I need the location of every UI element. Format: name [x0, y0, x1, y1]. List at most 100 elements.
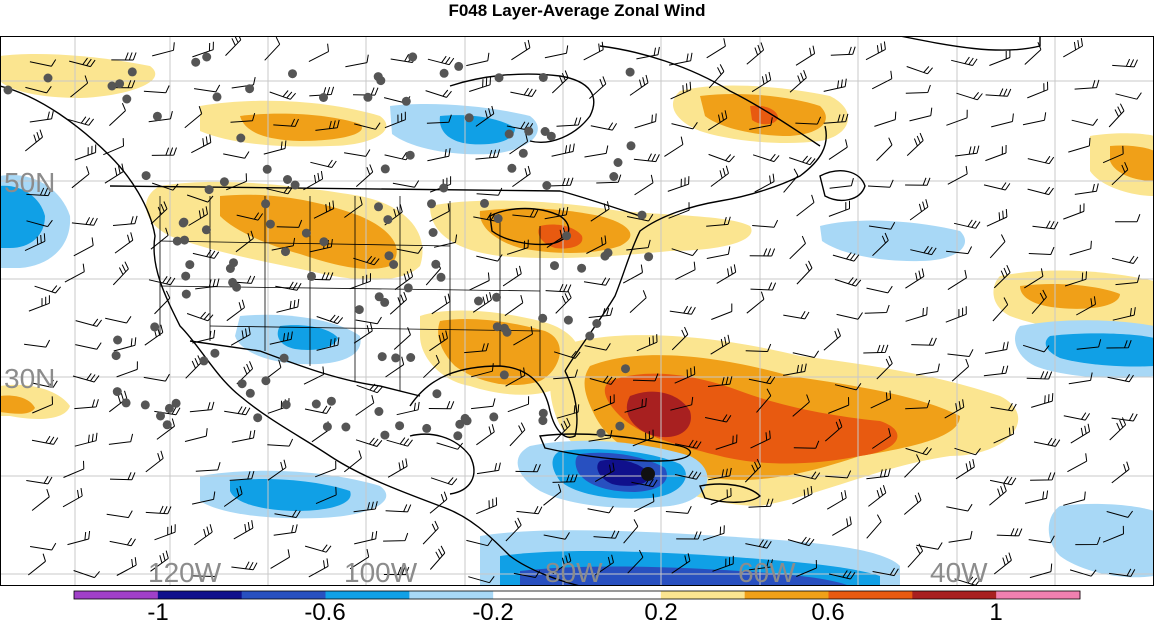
- station-dot: [171, 398, 181, 408]
- wind-barb: [475, 105, 495, 127]
- wind-barb: [991, 113, 1014, 128]
- wind-barb: [671, 248, 698, 257]
- wind-barb: [789, 235, 806, 260]
- wind-barb: [428, 401, 455, 410]
- colorbar-swatch: [996, 591, 1081, 599]
- wind-barb: [544, 206, 569, 220]
- wind-barb: [751, 71, 772, 93]
- station-dot: [279, 353, 289, 363]
- zonal-wind-map: 50N 30N 120W 100W 80W 60W 40W: [0, 36, 1154, 586]
- negative-region-gulf-west-core: [277, 325, 338, 350]
- wind-barb: [555, 290, 572, 314]
- wind-barb: [148, 276, 176, 286]
- hispaniola: [699, 483, 762, 503]
- wind-barb: [1074, 183, 1099, 195]
- colorbar-swatch: [660, 591, 746, 599]
- wind-barb: [708, 64, 725, 89]
- wind-barb: [792, 394, 810, 417]
- wind-barb: [590, 201, 610, 222]
- wind-barb: [948, 530, 973, 543]
- wind-barb: [710, 334, 730, 355]
- wind-barb: [1033, 437, 1061, 447]
- wind-barb: [422, 520, 439, 545]
- station-dot: [164, 403, 174, 413]
- wind-barb: [745, 539, 772, 549]
- station-dot: [499, 370, 509, 380]
- wind-barb: [145, 450, 164, 473]
- wind-barb: [909, 199, 929, 221]
- wind-barb: [510, 87, 537, 97]
- wind-barb: [670, 81, 692, 100]
- wind-barb: [466, 538, 493, 547]
- wind-barb: [708, 153, 735, 163]
- station-dot: [107, 81, 117, 91]
- negative-region-west-coast-core: [0, 185, 45, 248]
- wind-barb: [303, 366, 325, 385]
- station-dot: [191, 57, 201, 67]
- wind-barb: [427, 55, 455, 66]
- wind-barb: [752, 153, 780, 163]
- wind-barb: [1111, 162, 1129, 186]
- wind-barb: [626, 239, 651, 251]
- wind-barb: [1063, 412, 1091, 421]
- wind-barb: [669, 305, 696, 315]
- wind-barb: [829, 177, 854, 189]
- station-dot: [181, 271, 191, 281]
- wind-barb: [108, 390, 128, 413]
- station-dot: [637, 210, 647, 220]
- wind-barb: [748, 498, 774, 508]
- wind-barb: [513, 570, 541, 578]
- wind-barb: [26, 187, 53, 197]
- wind-barb: [910, 245, 937, 256]
- wind-barb: [834, 383, 862, 391]
- station-dot: [245, 388, 255, 398]
- wind-barb: [905, 84, 931, 94]
- wind-barb: [425, 89, 452, 98]
- yucatan: [409, 433, 475, 495]
- wind-barb: [905, 446, 932, 456]
- wind-barb: [423, 354, 440, 379]
- wind-barb: [1068, 372, 1093, 385]
- wind-barb: [551, 70, 569, 94]
- wind-barb: [996, 528, 1023, 537]
- station-dot: [181, 289, 191, 299]
- station-dot: [493, 214, 503, 224]
- wind-barb: [316, 314, 344, 325]
- wind-barb: [1068, 137, 1091, 153]
- colorbar-swatches: [74, 591, 1081, 599]
- wind-barb: [903, 492, 922, 515]
- wind-barb: [235, 230, 254, 253]
- wind-barb: [826, 490, 847, 510]
- wind-barb: [472, 292, 492, 313]
- wind-barb: [386, 437, 413, 447]
- colorbar-tick-1: 1: [989, 599, 1002, 622]
- wind-barb: [71, 166, 90, 189]
- wind-barb: [795, 116, 822, 125]
- wind-barb: [710, 165, 729, 187]
- wind-barb: [1109, 417, 1127, 441]
- negative-region-caribbean-peak: [597, 459, 650, 486]
- station-dot: [562, 231, 572, 241]
- wind-barb: [989, 49, 1011, 66]
- wind-barb: [1024, 490, 1049, 504]
- wind-barb: [186, 194, 214, 203]
- wind-barb: [1027, 155, 1055, 165]
- station-dot: [140, 400, 150, 410]
- wind-barb: [664, 136, 684, 157]
- wind-barb: [1069, 240, 1092, 256]
- wind-barb: [823, 113, 849, 124]
- wind-barb: [665, 505, 692, 514]
- colorbar-swatch: [493, 591, 578, 599]
- wind-barb: [195, 278, 220, 290]
- colorbar-swatch: [577, 591, 662, 599]
- wind-barb: [702, 525, 725, 541]
- wind-barb: [236, 361, 254, 385]
- wind-barb: [905, 306, 928, 322]
- wind-barb: [1031, 289, 1047, 315]
- wind-barb: [1063, 491, 1086, 506]
- wind-barb: [825, 470, 852, 479]
- wind-barb: [355, 164, 374, 187]
- wind-barb: [866, 468, 891, 480]
- wind-barb: [871, 70, 893, 90]
- station-dot: [341, 422, 351, 432]
